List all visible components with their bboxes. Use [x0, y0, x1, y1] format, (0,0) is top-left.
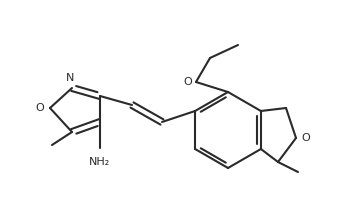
Text: O: O: [302, 133, 310, 143]
Text: NH₂: NH₂: [90, 157, 111, 167]
Text: O: O: [36, 103, 44, 113]
Text: O: O: [184, 77, 192, 87]
Text: N: N: [66, 73, 74, 83]
